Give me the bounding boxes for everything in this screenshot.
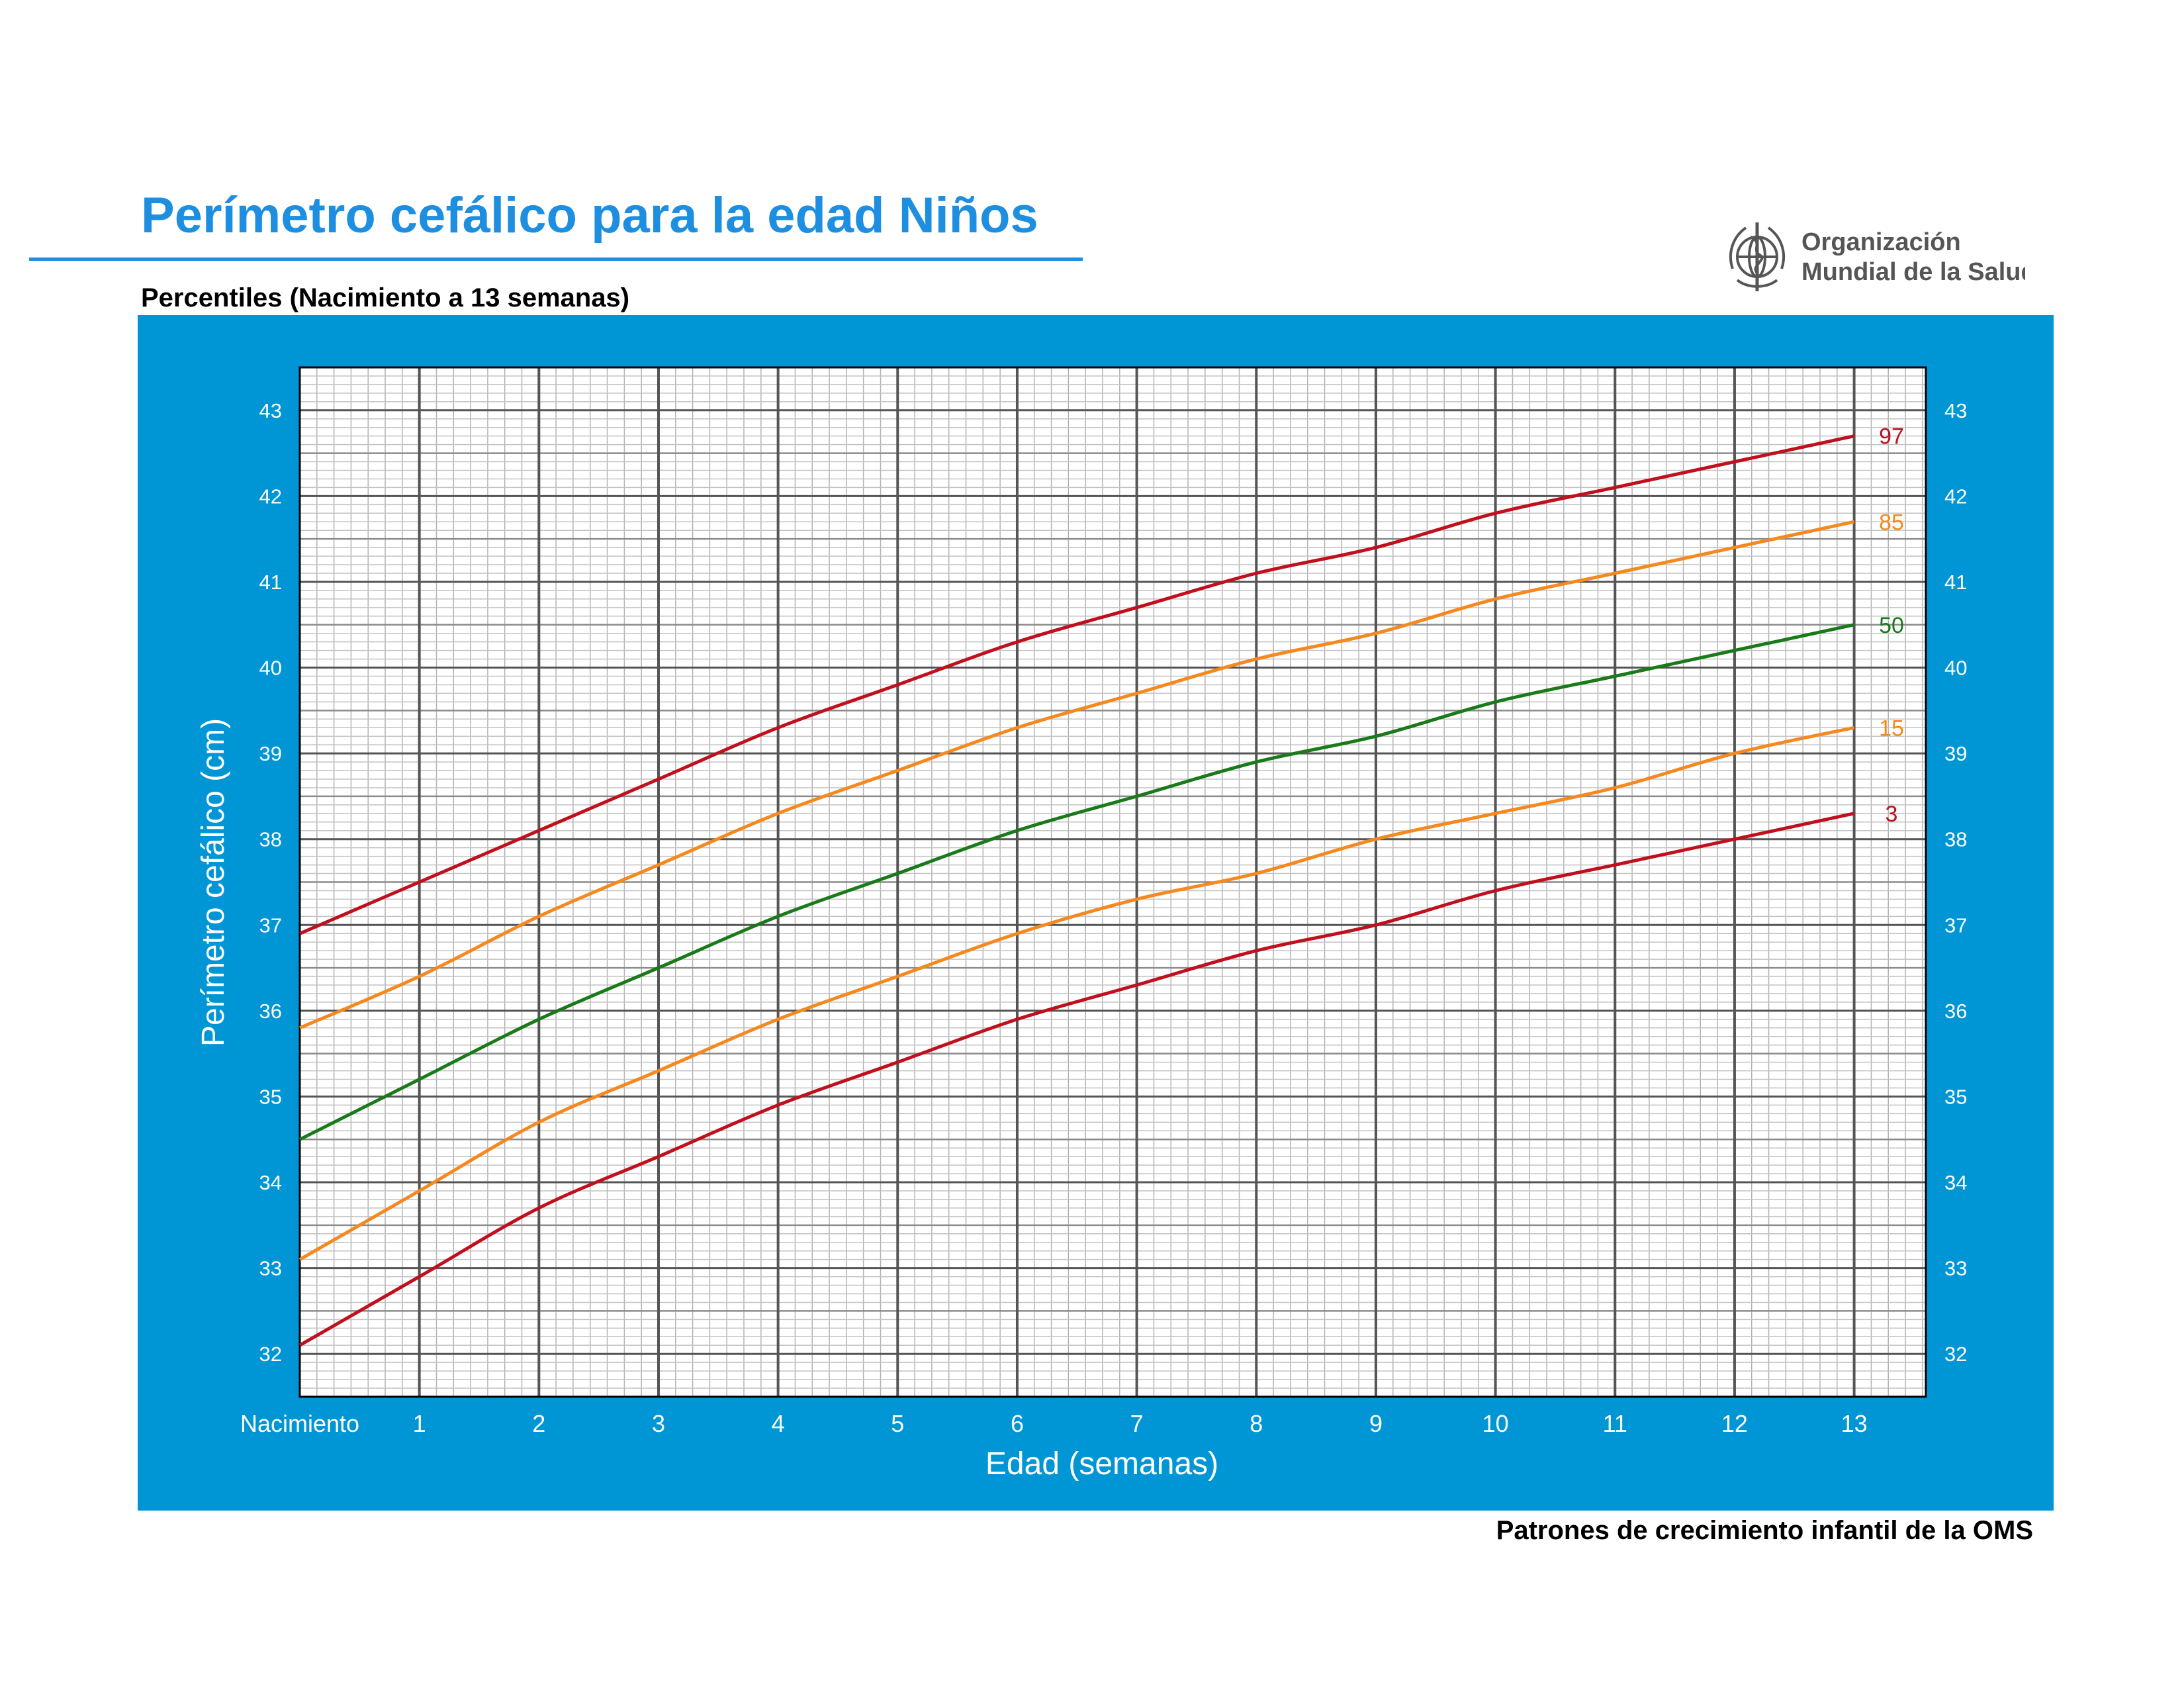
y-tick-label-left: 42	[259, 485, 282, 508]
y-tick-label-right: 35	[1944, 1085, 1967, 1108]
y-tick-label-left: 41	[259, 571, 282, 594]
title-underline	[29, 258, 1083, 261]
y-tick-label-left: 40	[259, 657, 282, 680]
x-axis-title: Edad (semanas)	[985, 1446, 1218, 1481]
x-tick-label: Nacimiento	[240, 1410, 359, 1437]
percentile-label-97: 97	[1879, 424, 1904, 449]
who-logo: Organización Mundial de la Salud	[1729, 222, 2025, 291]
percentile-curve-85	[299, 520, 1855, 1030]
y-tick-label-left: 36	[259, 1000, 282, 1023]
y-tick-label-right: 36	[1944, 1000, 1967, 1023]
y-tick-label-left: 37	[259, 914, 282, 937]
y-tick-label-right: 42	[1944, 485, 1967, 508]
x-tick-label: 10	[1482, 1410, 1509, 1437]
percentile-labels: 97 85 50 15 3	[1879, 424, 1904, 827]
page-footer: Patrones de crecimiento infantil de la O…	[1496, 1516, 2033, 1545]
y-tick-label-left: 33	[259, 1257, 282, 1280]
y-tick-label-right: 34	[1944, 1171, 1967, 1194]
y-tick-label-left: 35	[259, 1085, 282, 1108]
y-tick-label-right: 32	[1944, 1342, 1967, 1366]
y-tick-label-right: 37	[1944, 914, 1967, 937]
who-emblem-icon	[1729, 222, 1786, 291]
percentile-label-85: 85	[1879, 510, 1904, 535]
x-tick-label: 8	[1250, 1410, 1263, 1437]
x-tick-label: 7	[1130, 1410, 1144, 1437]
y-tick-label-right: 33	[1944, 1257, 1967, 1280]
y-tick-label-right: 40	[1944, 657, 1967, 680]
x-tick-label: 13	[1841, 1410, 1868, 1437]
y-axis-left: 32 33 34 35 36 37 38 39 40 41 42 43	[259, 399, 282, 1366]
x-tick-label: 3	[652, 1410, 665, 1437]
who-name-line2: Mundial de la Salud	[1801, 258, 2025, 286]
percentile-curves	[298, 434, 1855, 1347]
y-axis-right: 32 33 34 35 36 37 38 39 40 41 42 43	[1944, 399, 1967, 1366]
y-tick-label-right: 43	[1944, 399, 1967, 422]
y-tick-label-left: 39	[259, 742, 282, 765]
x-tick-label: 9	[1369, 1410, 1383, 1437]
page-title: Perímetro cefálico para la edad Niños	[141, 187, 1038, 244]
x-tick-label: 4	[772, 1410, 785, 1437]
y-tick-label-left: 34	[259, 1171, 282, 1194]
percentile-label-15: 15	[1879, 716, 1904, 741]
y-tick-label-left: 32	[259, 1342, 282, 1366]
grid-minor	[300, 366, 1926, 1398]
x-axis: Nacimiento 1 2 3 4 5 6 7 8 9 10 11 12 13	[240, 1410, 1868, 1437]
percentile-curve-50	[298, 623, 1855, 1141]
percentile-curve-97	[299, 434, 1855, 935]
who-name-line1: Organización	[1801, 228, 1961, 256]
y-tick-label-left: 43	[259, 399, 282, 422]
x-tick-label: 2	[532, 1410, 545, 1437]
percentile-curve-15	[298, 726, 1855, 1261]
y-tick-label-right: 41	[1944, 571, 1967, 594]
chart-panel: 32 33 34 35 36 37 38 39 40 41 42 43 32 33 34 35 36 37 38 3…	[138, 315, 2054, 1511]
x-tick-label: 1	[413, 1410, 426, 1437]
x-tick-label: 6	[1011, 1410, 1024, 1437]
y-tick-label-right: 38	[1944, 828, 1967, 851]
percentile-label-3: 3	[1886, 802, 1898, 827]
percentile-label-50: 50	[1879, 613, 1904, 638]
percentile-curve-3	[298, 812, 1855, 1347]
y-axis-title: Perímetro cefálico (cm)	[196, 718, 231, 1047]
x-tick-label: 12	[1721, 1410, 1748, 1437]
x-tick-label: 5	[891, 1410, 904, 1437]
y-tick-label-right: 39	[1944, 742, 1967, 765]
page-subtitle: Percentiles (Nacimiento a 13 semanas)	[141, 283, 630, 312]
y-tick-label-left: 38	[259, 828, 282, 851]
x-tick-label: 11	[1603, 1410, 1627, 1437]
plot-area-border	[298, 366, 1927, 1398]
